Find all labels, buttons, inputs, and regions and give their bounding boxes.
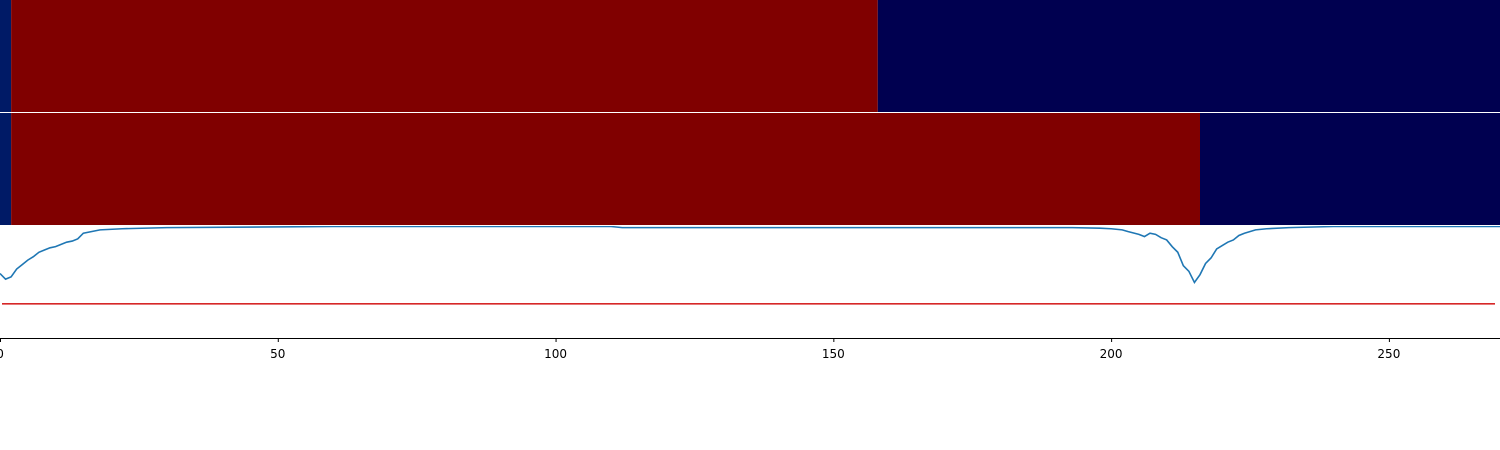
x-tick-label: 150 xyxy=(822,347,845,361)
middle-state-band xyxy=(0,113,1500,225)
x-tick-label: 0 xyxy=(0,347,4,361)
x-tick-label: 100 xyxy=(544,347,567,361)
x-tick-label: 200 xyxy=(1100,347,1123,361)
x-tick-label: 50 xyxy=(270,347,285,361)
top-band-segment-high xyxy=(11,0,878,112)
x-tick-label: 250 xyxy=(1377,347,1400,361)
middle-band-segment-high xyxy=(11,113,1201,225)
top-state-band xyxy=(0,0,1500,112)
top-band-segment-low xyxy=(877,0,1500,112)
middle-band-segment-low xyxy=(0,113,12,225)
top-band-segment-low xyxy=(0,0,12,112)
signal-line-series-0 xyxy=(0,225,1500,285)
signal-panel xyxy=(0,225,1500,338)
middle-band-segment-low xyxy=(1200,113,1500,225)
x-axis-ticks: 0 50 100 150 200 250 xyxy=(0,338,1400,361)
signal-panel-background xyxy=(0,226,1500,338)
